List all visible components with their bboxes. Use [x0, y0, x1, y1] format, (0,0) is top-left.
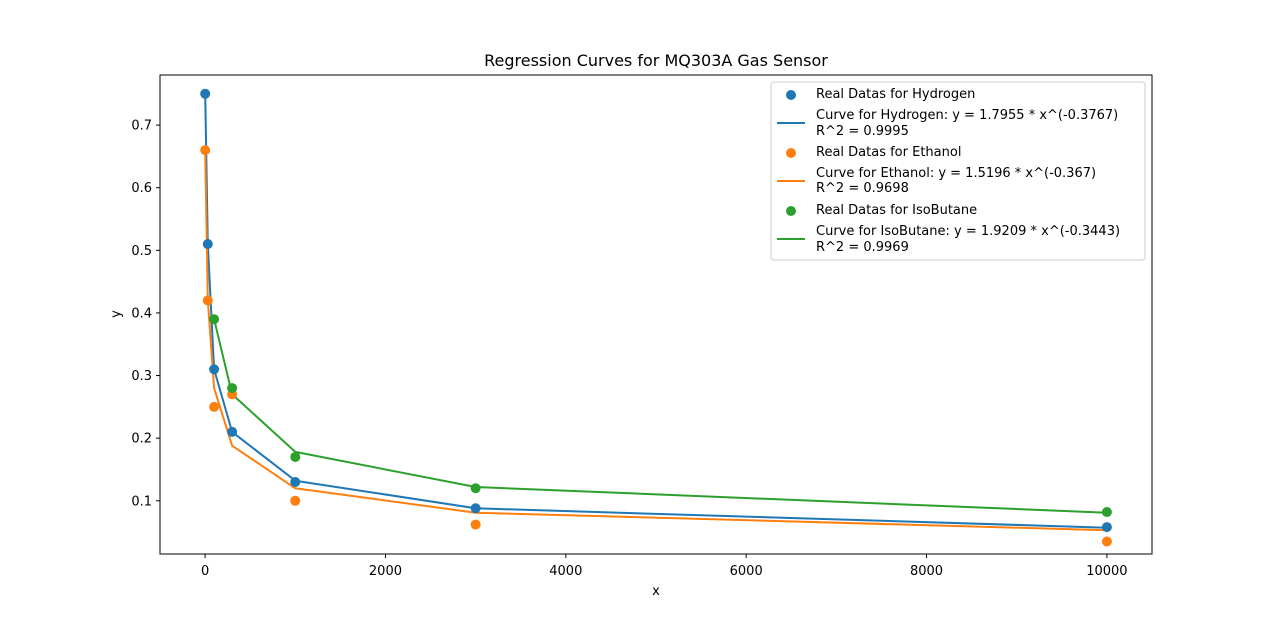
y-tick-label-3: 0.4 — [131, 306, 152, 321]
data-point-hydrogen-1 — [202, 239, 213, 250]
data-point-hydrogen-0 — [200, 88, 211, 99]
data-point-isobutane-5 — [470, 483, 481, 494]
x-axis-label: x — [652, 584, 660, 599]
data-point-isobutane-4 — [290, 451, 301, 462]
x-tick-label-0: 0 — [201, 564, 209, 579]
legend-label-ethanol-r2: R^2 = 0.9698 — [816, 181, 909, 196]
x-tick-label-4: 8000 — [910, 564, 943, 579]
y-tick-label-6: 0.7 — [131, 119, 152, 134]
curve-line-isobutane — [213, 318, 1107, 514]
data-point-hydrogen-3 — [227, 426, 238, 437]
plot-area-frame — [159, 74, 1153, 555]
legend-label-hydrogen-curve: Curve for Hydrogen: y = 1.7955 * x^(-0.3… — [816, 108, 1118, 123]
x-tick-label-3: 6000 — [730, 564, 763, 579]
data-point-ethanol-6 — [1101, 536, 1112, 547]
legend-label-hydrogen-points: Real Datas for Hydrogen — [816, 87, 975, 102]
x-tick-label-1: 2000 — [369, 564, 402, 579]
x-tick-label-5: 10000 — [1086, 564, 1127, 579]
legend-marker-hydrogen-points — [786, 90, 796, 100]
data-point-ethanol-5 — [470, 519, 481, 530]
data-point-hydrogen-2 — [209, 364, 220, 375]
legend-label-isobutane-curve: Curve for IsoButane: y = 1.9209 * x^(-0.… — [816, 224, 1120, 239]
x-axis: 0 2000 4000 6000 8000 10000 — [201, 554, 1128, 579]
data-point-isobutane-3 — [227, 383, 238, 394]
legend-marker-isobutane-points — [786, 206, 796, 216]
y-tick-label-0: 0.1 — [131, 494, 152, 509]
y-axis-label: y — [109, 310, 124, 318]
chart-title: Regression Curves for MQ303A Gas Sensor — [484, 51, 828, 70]
legend-label-isobutane-r2: R^2 = 0.9969 — [816, 240, 909, 255]
legend-label-ethanol-points: Real Datas for Ethanol — [816, 145, 961, 160]
data-point-ethanol-1 — [202, 295, 213, 306]
data-point-hydrogen-4 — [290, 476, 301, 487]
legend-label-hydrogen-r2: R^2 = 0.9995 — [816, 124, 909, 139]
y-axis: 0.1 0.2 0.3 0.4 0.5 0.6 0.7 — [131, 119, 160, 509]
legend-marker-ethanol-points — [786, 148, 796, 158]
data-point-hydrogen-6 — [1101, 522, 1112, 533]
data-point-ethanol-0 — [200, 145, 211, 156]
data-point-ethanol-4 — [290, 495, 301, 506]
y-tick-label-1: 0.2 — [131, 432, 152, 447]
series-layer — [200, 88, 1112, 547]
data-point-isobutane-2 — [209, 314, 220, 325]
legend: Real Datas for Hydrogen Curve for Hydrog… — [770, 81, 1146, 261]
data-point-isobutane-6 — [1101, 507, 1112, 518]
y-tick-label-5: 0.6 — [131, 181, 152, 196]
data-point-ethanol-2 — [209, 401, 220, 412]
legend-label-ethanol-curve: Curve for Ethanol: y = 1.5196 * x^(-0.36… — [816, 166, 1096, 181]
data-point-hydrogen-5 — [470, 503, 481, 514]
legend-box — [770, 81, 1146, 261]
y-tick-label-2: 0.3 — [131, 369, 152, 384]
y-tick-label-4: 0.5 — [131, 244, 152, 259]
x-tick-label-2: 4000 — [549, 564, 582, 579]
legend-label-isobutane-points: Real Datas for IsoButane — [816, 203, 977, 218]
